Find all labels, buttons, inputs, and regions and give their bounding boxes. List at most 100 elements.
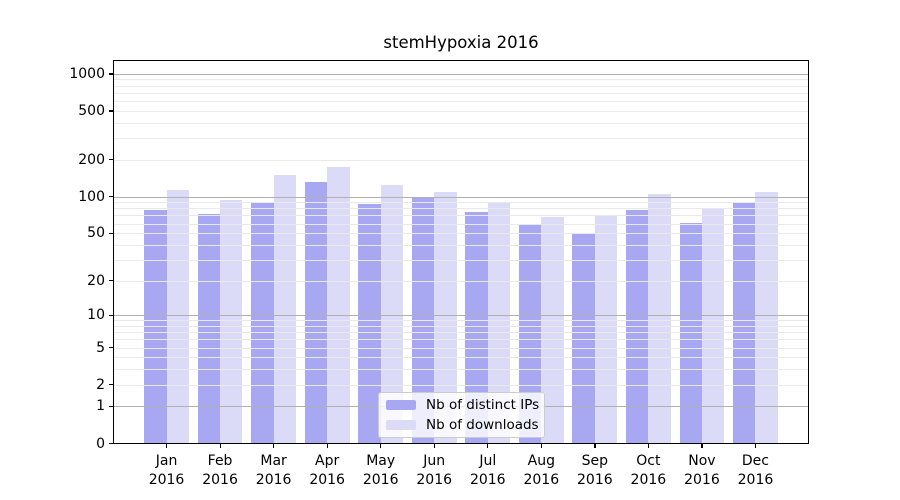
x-tick-year: 2016 <box>416 471 453 488</box>
y-gridline-minor <box>113 208 809 210</box>
y-gridline-minor <box>113 79 809 81</box>
y-gridline-major <box>113 196 809 198</box>
x-tick-mark <box>594 444 596 449</box>
y-tick-label: 5 <box>96 339 105 356</box>
y-gridline-minor <box>113 332 809 334</box>
x-tick-year: 2016 <box>255 471 292 488</box>
y-gridline-minor <box>113 92 809 94</box>
x-tick-label: Oct 2016 <box>618 452 678 490</box>
x-tick-mark <box>647 444 650 449</box>
bar-distinct-ips <box>518 225 542 444</box>
y-gridline-minor <box>113 244 809 246</box>
bar-downloads <box>220 200 243 444</box>
bar-downloads <box>166 190 189 444</box>
y-tick-label: 50 <box>87 225 105 242</box>
y-gridline-major <box>113 315 809 317</box>
y-tick-mark <box>108 110 113 112</box>
y-tick-label: 500 <box>78 102 105 119</box>
y-gridline-minor <box>113 85 809 87</box>
y-gridline-minor <box>113 369 809 371</box>
x-tick-month: Aug <box>527 452 555 469</box>
legend-label: Nb of distinct IPs <box>426 397 540 413</box>
y-tick-label: 1000 <box>69 65 105 82</box>
bar-distinct-ips <box>465 212 488 444</box>
bar-distinct-ips <box>304 181 328 444</box>
x-tick-mark <box>326 444 328 449</box>
x-tick-month: Apr <box>315 452 340 469</box>
y-tick-mark <box>108 196 113 198</box>
x-tick-mark <box>166 444 168 449</box>
legend-item: Nb of downloads <box>386 417 544 433</box>
y-gridline-minor <box>113 202 809 204</box>
legend-swatch-downloads <box>386 420 416 430</box>
x-tick-year: 2016 <box>202 471 238 488</box>
y-tick-mark <box>108 280 113 282</box>
x-tick-mark <box>487 444 489 449</box>
bar-downloads <box>273 175 296 444</box>
x-tick-year: 2016 <box>684 471 720 488</box>
bar-distinct-ips <box>358 203 381 444</box>
y-gridline-minor <box>113 384 809 386</box>
legend-label: Nb of downloads <box>426 417 539 433</box>
bar-distinct-ips <box>572 233 595 444</box>
x-tick-month: Jan <box>155 452 178 469</box>
x-tick-year: 2016 <box>737 471 774 488</box>
x-tick-year: 2016 <box>362 471 399 488</box>
y-gridline-minor <box>113 347 809 349</box>
y-gridline-minor <box>113 159 809 161</box>
x-tick-mark <box>273 444 275 449</box>
x-tick-mark <box>219 444 221 449</box>
y-tick-mark <box>108 384 113 386</box>
x-tick-mark <box>540 444 542 449</box>
y-gridline-minor <box>113 223 809 225</box>
x-tick-month: Dec <box>741 452 769 469</box>
x-tick-month: May <box>366 452 396 469</box>
x-tick-month: Nov <box>688 452 716 469</box>
y-tick-mark <box>108 405 113 408</box>
bar-downloads <box>487 202 511 444</box>
y-gridline-minor <box>113 259 809 261</box>
y-tick-mark <box>108 159 113 161</box>
y-tick-label: 1 <box>96 398 105 415</box>
bar-downloads <box>648 193 671 444</box>
y-gridline-minor <box>113 280 809 282</box>
y-gridline-minor <box>113 215 809 217</box>
y-tick-label: 0 <box>96 435 105 452</box>
bar-distinct-ips <box>733 203 756 444</box>
y-gridline-minor <box>113 320 809 322</box>
x-tick-label: May 2016 <box>351 452 411 490</box>
x-tick-month: Jun <box>423 452 446 469</box>
y-tick-mark <box>108 347 113 349</box>
y-gridline-minor <box>113 110 809 112</box>
x-tick-month: Jul <box>479 452 497 469</box>
bar-downloads <box>327 167 350 444</box>
x-tick-month: Oct <box>636 452 661 469</box>
x-tick-label: Feb 2016 <box>190 452 250 490</box>
bar-downloads <box>594 216 618 444</box>
x-tick-mark <box>433 444 435 449</box>
y-gridline-minor <box>113 357 809 359</box>
y-tick-label: 10 <box>87 307 105 324</box>
y-tick-mark <box>108 314 113 316</box>
x-tick-year: 2016 <box>523 471 560 488</box>
y-gridline-major <box>113 73 809 75</box>
y-tick-mark <box>108 443 113 445</box>
legend-item: Nb of distinct IPs <box>386 397 544 413</box>
x-tick-month: Sep <box>581 452 609 469</box>
y-tick-label: 100 <box>78 188 105 205</box>
x-tick-label: Sep 2016 <box>565 452 625 490</box>
y-tick-mark <box>108 73 113 75</box>
y-tick-label: 2 <box>96 376 105 393</box>
x-tick-year: 2016 <box>577 471 613 488</box>
x-tick-label: Aug 2016 <box>511 452 571 490</box>
x-tick-year: 2016 <box>309 471 345 488</box>
x-tick-year: 2016 <box>630 471 667 488</box>
bar-downloads <box>701 208 725 444</box>
x-tick-month: Feb <box>207 452 233 469</box>
chart-title: stemHypoxia 2016 <box>383 33 539 52</box>
x-tick-mark <box>701 444 703 449</box>
y-tick-mark <box>108 232 113 234</box>
y-gridline-minor <box>113 138 809 140</box>
